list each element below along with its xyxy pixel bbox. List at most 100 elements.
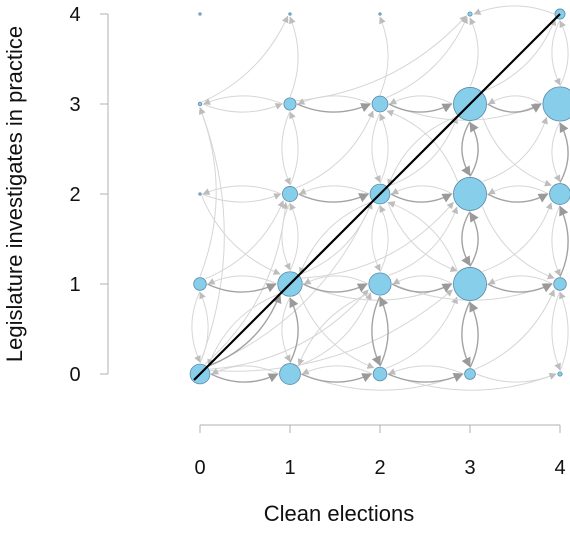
transition-arrow bbox=[387, 373, 464, 383]
transition-arrow bbox=[299, 201, 373, 275]
state-node bbox=[464, 368, 476, 380]
transition-arrow bbox=[379, 296, 389, 367]
x-tick-label: 4 bbox=[554, 457, 565, 479]
transition-arrow bbox=[481, 206, 555, 280]
state-node bbox=[453, 177, 487, 211]
transition-arrow bbox=[289, 111, 299, 186]
transition-arrow bbox=[551, 121, 561, 183]
state-node bbox=[288, 12, 292, 16]
transition-arrow bbox=[207, 292, 281, 367]
transition-arrow bbox=[387, 116, 459, 187]
transition-arrow bbox=[289, 297, 299, 363]
transition-arrow bbox=[387, 201, 458, 273]
transition-arrow bbox=[487, 193, 549, 203]
transition-arrow bbox=[201, 15, 289, 103]
transition-arrow bbox=[207, 275, 277, 285]
y-tick-marks bbox=[100, 13, 108, 375]
state-node bbox=[193, 277, 207, 291]
y-tick-label: 3 bbox=[69, 94, 80, 116]
transition-arrow bbox=[207, 283, 277, 293]
state-node bbox=[372, 366, 388, 382]
transition-arrow bbox=[388, 103, 453, 113]
transition-arrow bbox=[281, 202, 291, 271]
transition-arrow bbox=[303, 275, 369, 285]
transition-arrow bbox=[559, 122, 569, 183]
transition-arrow bbox=[469, 301, 479, 368]
transition-arrow bbox=[379, 16, 389, 96]
x-tick-label: 2 bbox=[374, 457, 385, 479]
transition-arrow bbox=[551, 205, 561, 277]
transition-arrow bbox=[298, 293, 375, 369]
transition-arrow bbox=[482, 116, 548, 183]
state-node bbox=[198, 12, 202, 16]
x-axis-label: Clean elections bbox=[264, 501, 414, 526]
state-node bbox=[453, 267, 487, 301]
x-tick-label: 1 bbox=[284, 457, 295, 479]
transition-arrow bbox=[289, 16, 299, 98]
transition-arrow bbox=[386, 16, 468, 99]
transition-arrow bbox=[297, 95, 372, 105]
x-tick-marks bbox=[199, 425, 561, 433]
transition-edges bbox=[191, 5, 569, 391]
transition-arrow bbox=[298, 193, 369, 203]
state-node bbox=[378, 12, 382, 16]
transition-arrow bbox=[210, 289, 453, 372]
transition-arrow bbox=[202, 193, 282, 203]
transition-arrow bbox=[551, 19, 561, 86]
transition-arrow bbox=[371, 204, 381, 272]
transition-arrow bbox=[385, 296, 458, 369]
state-node bbox=[549, 183, 570, 205]
transition-arrow bbox=[302, 283, 368, 293]
transition-arrow bbox=[301, 365, 373, 375]
transition-arrow bbox=[207, 293, 282, 367]
transition-arrow bbox=[487, 275, 553, 285]
transition-arrow bbox=[461, 301, 471, 368]
state-node bbox=[198, 192, 202, 196]
transition-arrow bbox=[487, 103, 542, 113]
transition-arrow bbox=[388, 206, 459, 276]
transition-arrow bbox=[559, 291, 569, 372]
transition-arrow bbox=[389, 95, 453, 105]
transition-arrow bbox=[391, 185, 453, 195]
transition-arrow bbox=[202, 103, 283, 113]
y-tick-labels: 0 1 2 3 4 bbox=[69, 4, 80, 386]
y-tick-label: 1 bbox=[69, 274, 80, 296]
state-node bbox=[283, 97, 297, 111]
transition-arrow bbox=[211, 365, 279, 375]
x-tick-labels: 0 1 2 3 4 bbox=[194, 457, 565, 479]
x-axis: 0 1 2 3 4 Clean elections bbox=[194, 424, 566, 526]
diagonal-line bbox=[193, 13, 561, 381]
transition-arrow bbox=[388, 365, 464, 375]
transition-arrow bbox=[202, 185, 282, 195]
transition-arrow bbox=[204, 200, 285, 280]
transition-arrow bbox=[461, 121, 471, 177]
transition-arrow bbox=[487, 283, 553, 293]
transition-arrow bbox=[281, 110, 291, 186]
transition-arrow bbox=[371, 295, 381, 367]
transition-arrow bbox=[297, 292, 372, 367]
transition-arrow bbox=[387, 115, 458, 187]
state-node bbox=[279, 363, 301, 385]
transition-arrow bbox=[299, 201, 373, 276]
state-node bbox=[542, 86, 570, 122]
transition-arrow bbox=[296, 103, 371, 113]
state-node bbox=[553, 277, 567, 291]
transition-arrow bbox=[391, 283, 453, 293]
transition-arrow bbox=[390, 193, 453, 203]
transition-arrow bbox=[487, 185, 549, 195]
transition-arrow bbox=[198, 107, 225, 364]
transition-arrow bbox=[301, 373, 373, 383]
transition-arrow bbox=[379, 113, 389, 184]
transition-arrow bbox=[297, 292, 372, 366]
diagonal-layer bbox=[193, 13, 561, 381]
transition-arrow bbox=[210, 373, 279, 383]
transition-arrow bbox=[203, 95, 284, 105]
state-node bbox=[197, 101, 203, 107]
transition-arrow bbox=[298, 185, 370, 195]
y-axis: 0 1 2 3 4 Legislature investigates in practi… bbox=[2, 4, 109, 386]
transition-arrow bbox=[295, 110, 374, 189]
transition-arrow bbox=[204, 201, 289, 365]
transition-arrow bbox=[559, 20, 569, 87]
transition-arrow bbox=[191, 291, 201, 363]
